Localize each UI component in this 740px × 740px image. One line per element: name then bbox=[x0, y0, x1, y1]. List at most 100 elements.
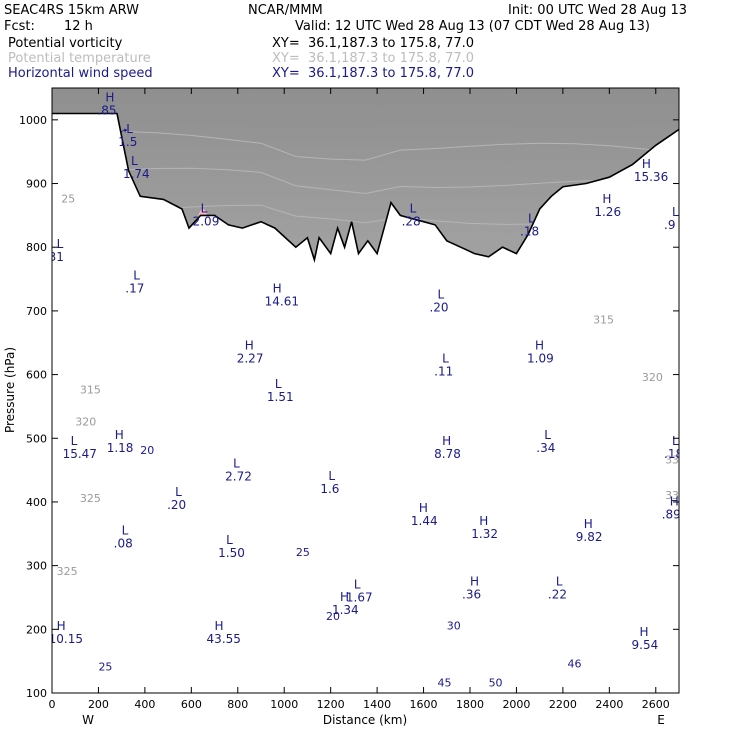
extremum-type: L bbox=[437, 288, 444, 302]
extremum-value: .08 bbox=[114, 536, 133, 550]
extremum-value: 1.09 bbox=[527, 352, 554, 366]
extremum-value: 1.50 bbox=[218, 546, 245, 560]
wind-speed-label: 45 bbox=[437, 677, 451, 690]
extremum-marker: L1.50 bbox=[218, 533, 245, 560]
extremum-marker: H15.36 bbox=[634, 157, 668, 184]
y-tick-label: 700 bbox=[26, 305, 47, 318]
terrain-line bbox=[52, 112, 679, 264]
theta-label: 335 bbox=[665, 489, 686, 502]
extremum-value: 1.18 bbox=[107, 441, 134, 455]
extremum-value: .18 bbox=[664, 447, 683, 461]
y-tick-label: 400 bbox=[26, 496, 47, 509]
extremum-type: H bbox=[470, 574, 479, 588]
field-xy-theta: XY= 36.1,187.3 to 175.8, 77.0 bbox=[272, 51, 475, 66]
extremum-type: L bbox=[556, 574, 563, 588]
extremum-marker: L1.5 bbox=[118, 122, 137, 149]
field-xy-wind: XY= 36.1,187.3 to 175.8, 77.0 bbox=[272, 66, 475, 81]
theta-label: 315 bbox=[593, 314, 614, 327]
extremum-type: L bbox=[672, 434, 679, 448]
wind-speed-label: 25 bbox=[98, 661, 112, 674]
extremum-type: L bbox=[122, 523, 129, 537]
field-xy-pv: XY= 36.1,187.3 to 175.8, 77.0 bbox=[272, 36, 475, 51]
extremum-type: L bbox=[71, 434, 78, 448]
extremum-type: H bbox=[105, 90, 114, 104]
x-tick-label: 1600 bbox=[410, 698, 438, 711]
wind-speed-label: 46 bbox=[568, 658, 582, 671]
extremum-type: L bbox=[57, 237, 64, 251]
extremum-marker: L.11 bbox=[434, 351, 453, 378]
extremum-marker: L31 bbox=[49, 237, 64, 264]
extremum-marker: H1.18 bbox=[107, 428, 134, 455]
extremum-marker: L15.47 bbox=[63, 434, 97, 461]
y-tick-label: 200 bbox=[26, 623, 47, 636]
extremum-value: 1.32 bbox=[471, 527, 498, 541]
extremum-marker: L.17 bbox=[125, 269, 144, 296]
extremum-value: 1.6 bbox=[320, 482, 339, 496]
x-tick-label: 1800 bbox=[456, 698, 484, 711]
extremum-value: .89 bbox=[662, 508, 681, 522]
extremum-value: 1.51 bbox=[267, 390, 294, 404]
extremum-value: .36 bbox=[462, 587, 481, 601]
x-tick-label: 0 bbox=[49, 698, 56, 711]
extremum-type: L bbox=[354, 577, 361, 591]
y-tick-label: 100 bbox=[26, 687, 47, 700]
extremum-marker: L.34 bbox=[536, 428, 555, 455]
extremum-type: L bbox=[126, 122, 133, 136]
extremum-marker: L1.51 bbox=[267, 377, 294, 404]
wind-speed-label: 50 bbox=[489, 677, 503, 690]
extremum-type: L bbox=[442, 351, 449, 365]
x-tick-label: 800 bbox=[227, 698, 248, 711]
wind-speed-label: 25 bbox=[296, 546, 310, 559]
y-tick-label: 900 bbox=[26, 178, 47, 191]
extremum-value: 15.36 bbox=[634, 170, 668, 184]
y-tick-label: 300 bbox=[26, 560, 47, 573]
extremum-type: L bbox=[528, 211, 535, 225]
extremum-type: H bbox=[642, 157, 651, 171]
x-tick-label: 600 bbox=[181, 698, 202, 711]
extremum-value: 1.44 bbox=[411, 514, 438, 528]
x-axis-right-end: E bbox=[657, 713, 665, 727]
extremum-type: L bbox=[544, 428, 551, 442]
theta-label: 320 bbox=[642, 371, 663, 384]
wind-speed-label: 30 bbox=[447, 619, 461, 632]
theta-isoline bbox=[52, 167, 679, 195]
extremum-value: .9 bbox=[664, 218, 675, 232]
extremum-value: .34 bbox=[536, 441, 555, 455]
extremum-marker: H10.15 bbox=[52, 619, 83, 646]
extremum-marker: H2.27 bbox=[237, 339, 264, 366]
extremum-marker: H1.26 bbox=[594, 192, 621, 219]
extremum-value: 1.34 bbox=[332, 603, 359, 617]
extremum-value: 9.82 bbox=[576, 530, 603, 544]
extremum-marker: L.18 bbox=[664, 434, 683, 461]
extremum-type: L bbox=[328, 469, 335, 483]
extremum-value: .11 bbox=[434, 364, 453, 378]
init-time: Init: 00 UTC Wed 28 Aug 13 bbox=[508, 3, 688, 18]
x-tick-label: 2600 bbox=[642, 698, 670, 711]
extremum-marker: L.20 bbox=[167, 485, 186, 512]
x-tick-label: 1400 bbox=[363, 698, 391, 711]
extremum-value: 9.54 bbox=[632, 638, 659, 652]
extremum-marker: L.20 bbox=[429, 288, 448, 315]
extremum-type: H bbox=[442, 434, 451, 448]
x-tick-label: 1200 bbox=[317, 698, 345, 711]
extremum-value: 14.61 bbox=[265, 294, 299, 308]
extremum-value: 15.47 bbox=[63, 447, 97, 461]
extremum-value: .18 bbox=[520, 224, 539, 238]
extremum-marker: H9.54 bbox=[632, 625, 659, 652]
plot-frame bbox=[51, 87, 680, 694]
extremum-type: L bbox=[131, 154, 138, 168]
extremum-value: 31 bbox=[49, 250, 64, 264]
extremum-value: 2.27 bbox=[237, 352, 264, 366]
extremum-type: H bbox=[215, 619, 224, 633]
extremum-value: 1.74 bbox=[123, 167, 150, 181]
extremum-marker: H.36 bbox=[462, 574, 481, 601]
extremum-value: 1.5 bbox=[118, 135, 137, 149]
field-name-wind: Horizontal wind speed bbox=[8, 66, 153, 81]
wind-speed-label: 20 bbox=[326, 610, 340, 623]
extremum-marker: L2.09 bbox=[193, 202, 220, 229]
y-tick-label: 500 bbox=[26, 432, 47, 445]
extremum-value: .28 bbox=[402, 215, 421, 229]
extremum-value: .17 bbox=[125, 282, 144, 296]
extremum-marker: H14.61 bbox=[265, 281, 299, 308]
